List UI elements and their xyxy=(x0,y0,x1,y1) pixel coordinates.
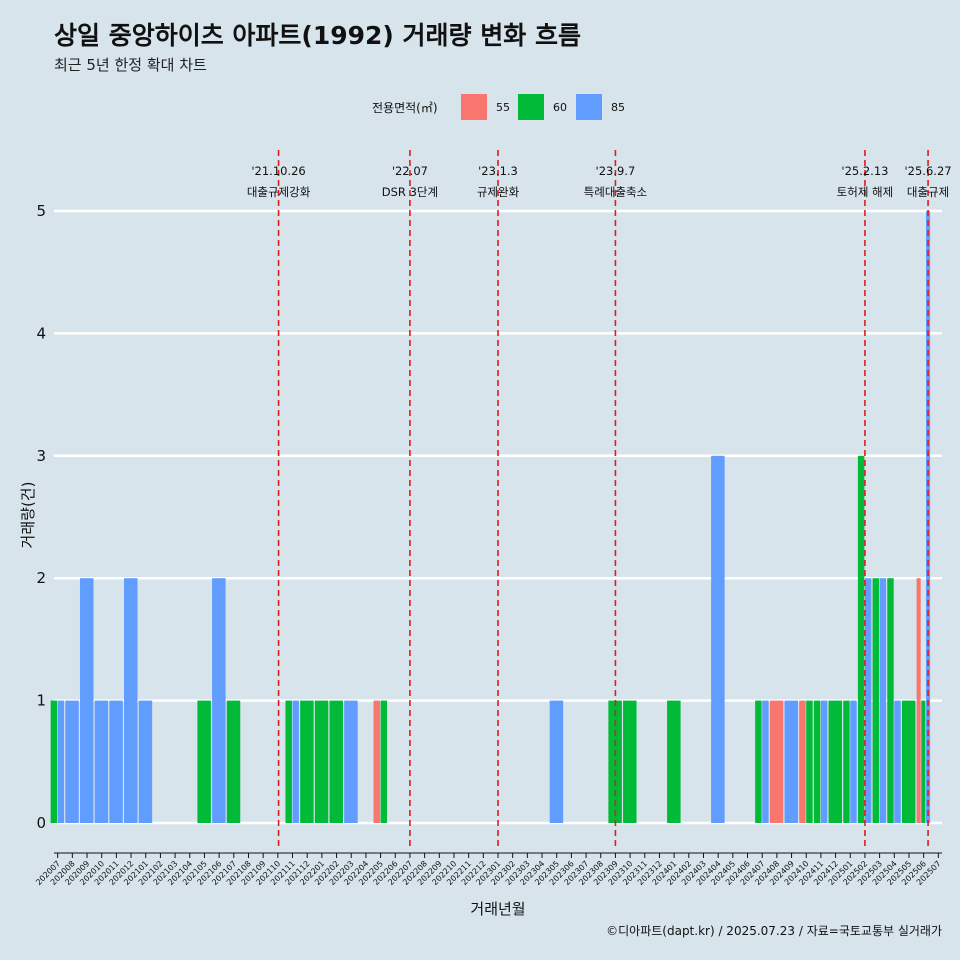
legend-title: 전용면적(㎡) xyxy=(372,101,438,115)
y-tick-label: 0 xyxy=(36,814,46,832)
bar-202501-85 xyxy=(850,700,857,823)
bar-202106-85 xyxy=(212,578,226,823)
bar-202008-85 xyxy=(65,700,79,823)
bar-202012-85 xyxy=(124,578,138,823)
event-date-label: '21.10.26 xyxy=(251,164,305,178)
bar-202407-85 xyxy=(762,700,769,823)
bar-202410-55 xyxy=(799,700,806,823)
bar-202404-85 xyxy=(711,455,725,823)
bar-202202-60 xyxy=(329,700,343,823)
bar-202107-60 xyxy=(226,700,241,823)
bar-202502-60 xyxy=(857,455,865,823)
event-date-label: '25.6.27 xyxy=(905,164,952,178)
bar-202504-85 xyxy=(894,700,901,823)
bar-202412-60 xyxy=(828,700,843,823)
legend-swatch-55 xyxy=(461,94,487,120)
chart-subtitle: 최근 5년 한정 확대 차트 xyxy=(54,56,207,74)
legend: 전용면적(㎡) 55 60 85 xyxy=(372,94,625,120)
bar-202010-85 xyxy=(94,700,109,823)
bar-202504-60 xyxy=(887,578,894,823)
bar-202201-60 xyxy=(314,700,329,823)
legend-label-55: 55 xyxy=(496,101,510,114)
bars xyxy=(50,211,931,823)
bar-202502-85 xyxy=(864,578,872,823)
legend-swatch-60 xyxy=(518,94,544,120)
bar-202101-85 xyxy=(138,700,153,823)
bar-202205-55 xyxy=(373,700,380,823)
bar-202506-55 xyxy=(916,578,921,823)
bar-202111-85 xyxy=(292,700,299,823)
bar-202505-60 xyxy=(901,700,916,823)
bar-202203-85 xyxy=(344,700,358,823)
bar-202009-85 xyxy=(79,578,94,823)
event-label: 대출규제강화 xyxy=(247,185,311,199)
y-tick-label: 1 xyxy=(36,692,46,710)
event-date-label: '23.1.3 xyxy=(478,164,518,178)
bar-202506-60 xyxy=(921,700,926,823)
bar-202411-60 xyxy=(813,700,821,823)
event-label: 규제완화 xyxy=(477,185,520,199)
annotations: '21.10.26 대출규제강화 '22.07 DSR 3단계 '23.1.3 규제완화 '… xyxy=(247,150,952,850)
x-axis-title: 거래년월 xyxy=(470,900,525,918)
bar-202112-60 xyxy=(300,700,314,823)
y-tick-label: 2 xyxy=(36,569,46,587)
bar-202310-60 xyxy=(623,700,637,823)
chart-title: 상일 중앙하이츠 아파트(1992) 거래량 변화 흐름 xyxy=(54,21,581,50)
bar-202407-60 xyxy=(755,700,762,823)
y-tick-label: 3 xyxy=(36,447,46,465)
event-label: 대출규제 xyxy=(907,185,949,199)
bar-202410-60 xyxy=(806,700,813,823)
event-label: 특례대출축소 xyxy=(584,185,647,199)
bar-202205-60 xyxy=(380,700,388,823)
bar-202501-60 xyxy=(843,700,850,823)
legend-label-85: 85 xyxy=(611,101,625,114)
bar-202111-60 xyxy=(285,700,292,823)
caption: ©디아파트(dapt.kr) / 2025.07.23 / 자료=국토교통부 실… xyxy=(606,924,942,938)
event-label: DSR 3단계 xyxy=(382,185,438,199)
event-date-label: '22.07 xyxy=(392,164,428,178)
bar-202305-85 xyxy=(549,700,564,823)
bar-202503-85 xyxy=(879,578,887,823)
bar-202409-85 xyxy=(784,700,798,823)
bar-202411-85 xyxy=(820,700,828,823)
legend-swatch-85 xyxy=(576,94,602,120)
y-axis-ticks: 0 1 2 3 4 5 xyxy=(36,202,46,832)
bar-202007-85 xyxy=(57,700,65,823)
bar-202105-60 xyxy=(197,700,211,823)
legend-label-60: 60 xyxy=(553,101,567,114)
y-tick-label: 5 xyxy=(36,202,46,220)
x-axis: 2020072020082020092020102020112020122021… xyxy=(34,852,943,887)
event-label: 토허제 해제 xyxy=(837,185,894,199)
event-date-label: '23.9.7 xyxy=(596,164,636,178)
y-tick-label: 4 xyxy=(36,324,46,342)
bar-202401-60 xyxy=(667,700,681,823)
bar-202007-60 xyxy=(50,700,58,823)
bar-202503-60 xyxy=(872,578,880,823)
bar-202011-85 xyxy=(109,700,123,823)
y-axis-title: 거래량(건) xyxy=(19,482,37,549)
bar-202408-55 xyxy=(769,700,784,823)
bar-202506-85 xyxy=(926,211,931,823)
event-date-label: '25.2.13 xyxy=(841,164,888,178)
